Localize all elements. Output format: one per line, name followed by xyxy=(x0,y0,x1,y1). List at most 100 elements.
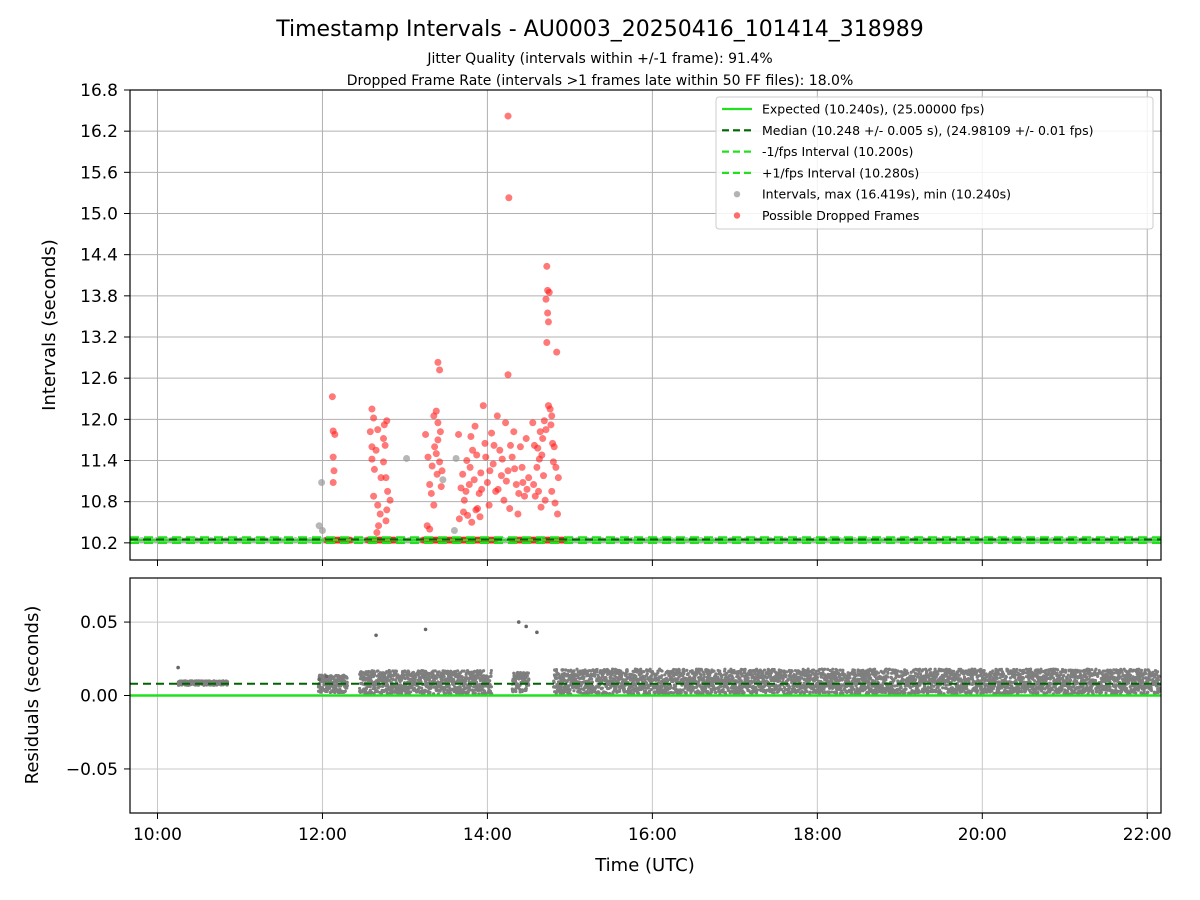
dropped-frame-point xyxy=(508,453,516,461)
residual-point xyxy=(409,690,413,694)
residual-point xyxy=(574,677,578,682)
residual-point xyxy=(852,668,857,672)
dropped-frame-point xyxy=(433,470,441,478)
residual-point xyxy=(597,690,601,694)
dropped-frame-point xyxy=(330,467,338,475)
residual-point xyxy=(1017,686,1021,690)
residual-point xyxy=(527,678,531,682)
dropped-frame-point xyxy=(486,467,494,475)
residual-point xyxy=(339,684,343,688)
residual-point xyxy=(345,684,349,688)
residual-point xyxy=(625,668,629,672)
residual-point xyxy=(813,672,818,676)
residual-point xyxy=(568,688,572,692)
residual-point xyxy=(561,668,565,672)
residual-point xyxy=(572,669,576,673)
residual-point xyxy=(841,668,845,672)
x-tick-label: 22:00 xyxy=(1123,825,1172,845)
residual-point xyxy=(373,686,377,690)
residual-point xyxy=(784,675,788,679)
dropped-frame-point xyxy=(504,371,512,379)
dropped-frame-point xyxy=(373,529,381,537)
dropped-frame-point xyxy=(504,112,512,120)
y-tick-label: 15.6 xyxy=(80,163,118,183)
residual-point xyxy=(936,672,940,676)
dropped-frame-point xyxy=(551,499,559,507)
dropped-frame-point xyxy=(464,511,472,519)
residual-point xyxy=(812,668,816,672)
residual-point xyxy=(714,672,718,676)
residual-point xyxy=(979,685,984,689)
dropped-frame-point xyxy=(331,430,339,438)
residual-point xyxy=(681,688,685,692)
residual-point xyxy=(411,670,416,674)
y-tick-label: 10.8 xyxy=(80,493,118,513)
dropped-frame-point xyxy=(549,458,557,466)
residual-point xyxy=(1015,667,1019,672)
residual-point xyxy=(372,671,377,675)
dropped-frame-point xyxy=(423,522,431,530)
residual-point xyxy=(738,676,742,680)
residual-point xyxy=(899,686,903,690)
dropped-frame-point xyxy=(372,446,380,454)
residual-point xyxy=(690,669,694,673)
dropped-frame-point xyxy=(368,455,376,463)
dropped-frame-point xyxy=(497,472,505,480)
dropped-frame-point xyxy=(381,441,389,449)
residual-point xyxy=(926,686,930,690)
dropped-frame-point xyxy=(537,503,545,511)
chart-subtitle-jitter: Jitter Quality (intervals within +/-1 fr… xyxy=(426,51,772,67)
residual-point xyxy=(639,667,643,671)
dropped-frame-point xyxy=(530,481,538,489)
dropped-frame-point xyxy=(455,515,463,523)
residual-point xyxy=(762,668,767,672)
residual-point xyxy=(462,669,466,673)
dropped-frame-point xyxy=(554,474,562,482)
residual-point xyxy=(805,684,809,689)
residual-point xyxy=(903,691,907,695)
dropped-frame-point xyxy=(379,435,387,443)
residual-point xyxy=(604,691,609,695)
residual-point xyxy=(736,680,740,684)
dropped-frame-point xyxy=(382,474,390,482)
dropped-frame-point xyxy=(329,453,337,461)
residual-point xyxy=(748,683,752,688)
residual-point xyxy=(694,679,698,683)
dropped-frame-point xyxy=(529,419,537,427)
dropped-frame-point xyxy=(366,428,374,436)
y-tick-label: 13.2 xyxy=(80,328,118,348)
residual-point xyxy=(554,667,559,672)
residual-point xyxy=(512,671,516,675)
residual-point xyxy=(367,670,371,674)
residual-point xyxy=(730,689,734,693)
dropped-frame-point xyxy=(467,432,475,440)
dropped-frame-point xyxy=(383,506,391,514)
residual-point xyxy=(677,668,681,672)
x-tick-label: 18:00 xyxy=(793,825,842,845)
dropped-frame-point xyxy=(544,402,552,410)
dropped-frame-point xyxy=(478,485,486,493)
y-tick-label: 11.4 xyxy=(80,452,118,472)
dropped-frame-point xyxy=(553,348,561,356)
residual-point xyxy=(645,681,649,685)
residual-point xyxy=(991,669,995,673)
dropped-frame-point xyxy=(533,463,541,471)
residual-point xyxy=(1050,687,1055,692)
residual-point xyxy=(520,689,525,693)
residual-point xyxy=(474,677,478,681)
interval-point xyxy=(450,526,458,534)
residual-point xyxy=(621,671,625,675)
dropped-frame-point xyxy=(479,402,487,410)
residual-point xyxy=(1048,677,1052,681)
residual-point xyxy=(376,669,380,673)
residual-point xyxy=(710,690,714,694)
residual-point xyxy=(472,685,476,689)
residual-point xyxy=(976,689,980,693)
residual-point xyxy=(750,681,754,685)
residual-point xyxy=(723,667,727,671)
legend-label: Possible Dropped Frames xyxy=(762,208,919,223)
residual-point xyxy=(772,691,776,695)
residual-point xyxy=(484,674,489,678)
dropped-frame-point xyxy=(431,443,439,451)
residual-point xyxy=(642,669,646,674)
